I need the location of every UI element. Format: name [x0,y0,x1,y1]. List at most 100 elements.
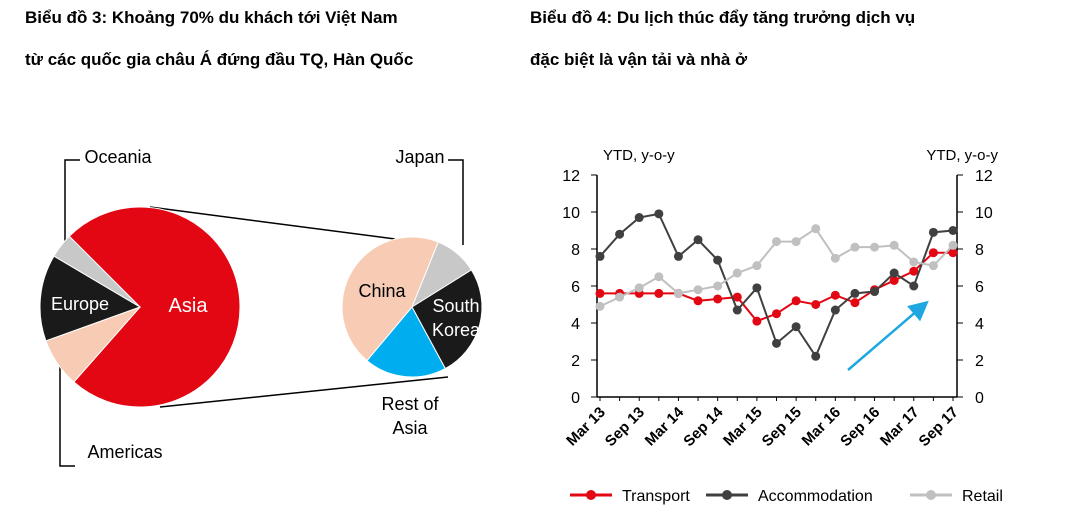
point [693,296,703,306]
y2-tick-label: 0 [975,390,984,407]
point [752,261,762,271]
chart-title: Biểu đồ 3: Khoảng 70% du khách tới Việt … [25,8,398,27]
pie-slice [39,255,142,342]
point [811,300,821,309]
x-tick-label: Mar 17 [877,404,923,450]
point [713,255,723,265]
point [928,248,938,258]
y-tick-label: 0 [571,390,580,407]
x-tick-label: Mar 14 [642,403,688,449]
x-tick-label: Sep 17 [916,404,962,450]
point [811,224,821,234]
legend-label: Transport [622,488,690,505]
x-tick-label: Mar 13 [563,404,609,450]
point [948,240,958,250]
point [772,237,781,247]
point [752,316,762,326]
point [673,251,683,261]
x-tick-label: Mar 16 [799,404,845,450]
point [772,338,781,348]
point [948,248,958,258]
y-axis-label: YTD, y-o-y [603,147,675,164]
point [909,281,919,291]
slice-label: South Korea [431,296,481,340]
point [791,296,801,306]
y-tick-label: 2 [571,353,580,370]
point [713,281,723,291]
y2-tick-label: 8 [975,242,984,259]
point [928,261,938,271]
y-tick-label: 6 [571,279,580,296]
x-tick-label: Sep 15 [759,404,805,450]
point [713,294,723,304]
point [830,305,840,315]
point [948,226,958,235]
point [830,253,840,263]
y-tick-label: 4 [571,316,580,333]
point [870,242,880,252]
point [909,257,919,267]
slice-label: China [358,281,406,301]
point [791,322,801,332]
point [732,268,742,278]
pie-slice [366,306,446,378]
y2-tick-label: 12 [975,168,993,185]
point [654,288,664,298]
y-tick-label: 12 [562,168,580,185]
point [634,213,644,223]
point [909,266,919,276]
leader-line [448,159,464,245]
point [615,229,625,239]
point [634,283,644,293]
x-tick-label: Sep 14 [680,403,727,450]
y2-tick-label: 2 [975,353,984,370]
slice-label: Oceania [84,147,152,167]
point [889,275,899,285]
leader-line [64,159,80,243]
y2-tick-label: 4 [975,316,984,333]
point [889,240,899,250]
x-tick-label: Sep 16 [837,404,883,450]
pie-slice [53,235,141,308]
pie-slice [411,269,483,370]
connector [159,376,449,408]
legend-marker [586,490,596,500]
point [615,292,625,302]
point [850,298,860,308]
point [673,288,683,298]
point [595,251,605,261]
point [732,292,742,302]
slice-label: Europe [50,294,110,314]
legend-label: Accommodation [758,488,873,505]
point [732,305,742,315]
point [830,290,840,300]
x-tick-label: Mar 15 [720,404,766,450]
pie-slice [341,236,439,362]
chart-title: từ các quốc gia châu Á đứng đầu TQ, Hàn … [25,50,414,69]
point [850,242,860,252]
point [595,288,605,298]
point [595,301,605,311]
point [870,287,880,297]
chart-title: Biểu đồ 4: Du lịch thúc đẩy tăng trưởng … [530,8,916,27]
point [928,227,938,237]
connector [149,206,396,240]
x-tick-label: Sep 13 [602,404,648,450]
point [654,272,664,282]
point [791,237,801,247]
y-tick-label: 8 [571,242,580,259]
y2-tick-label: 6 [975,279,984,296]
y-tick-label: 10 [562,205,580,222]
legend-marker [926,490,936,500]
point [811,351,821,361]
point [752,283,762,293]
point [693,235,703,245]
point [850,288,860,298]
leader-line [59,365,75,467]
slice-label: Japan [395,147,445,167]
legend-label: Retail [962,488,1003,505]
point [772,309,781,319]
point [693,285,703,295]
